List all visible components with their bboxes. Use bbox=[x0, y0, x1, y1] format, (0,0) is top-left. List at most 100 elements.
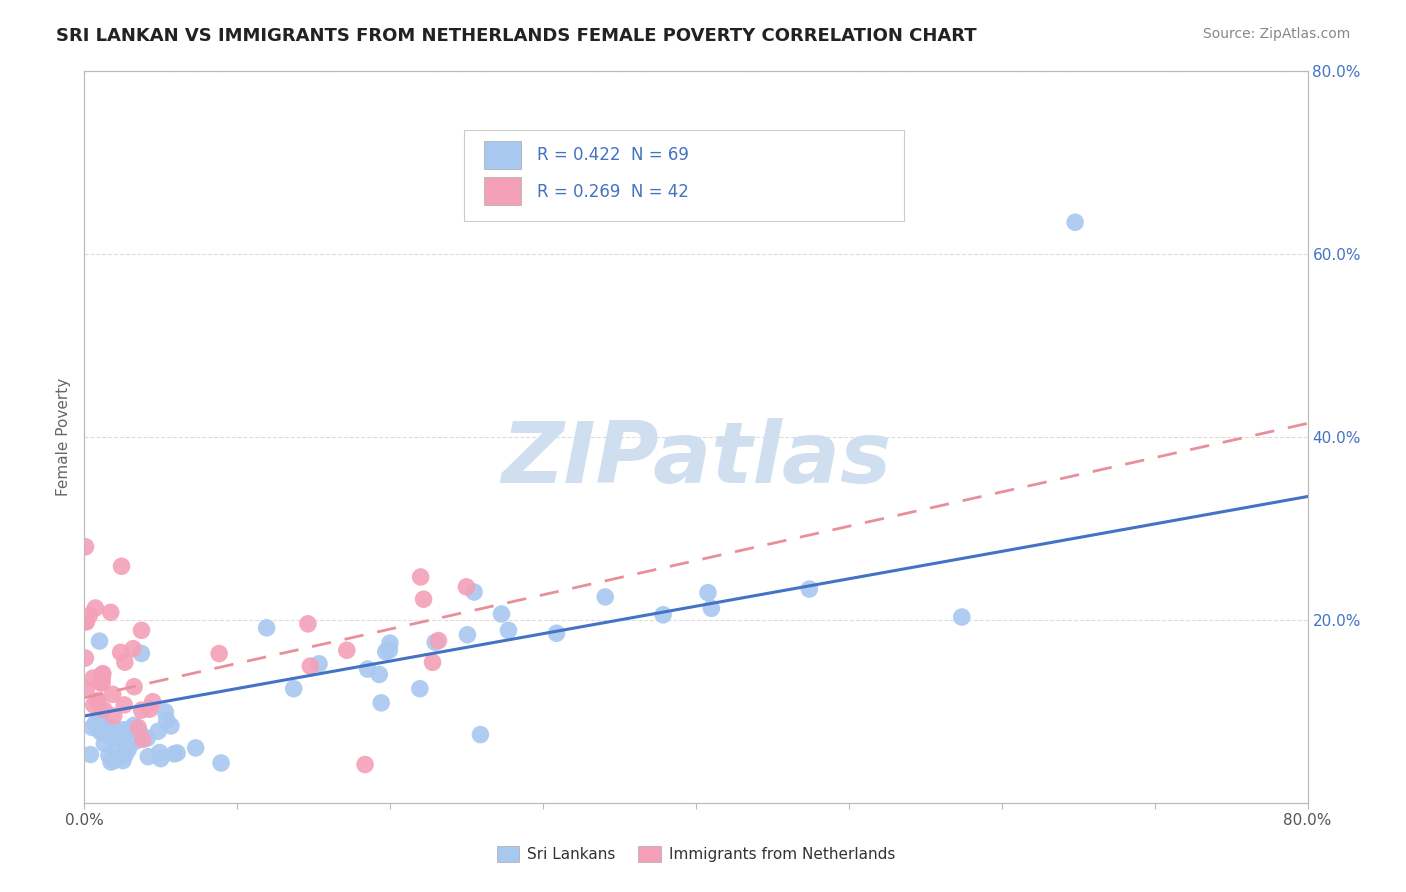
Text: R = 0.269  N = 42: R = 0.269 N = 42 bbox=[537, 183, 689, 201]
Point bbox=[124, 734, 146, 748]
Point bbox=[100, 726, 122, 740]
Point bbox=[90, 723, 112, 737]
Point bbox=[111, 754, 134, 768]
Point bbox=[93, 737, 115, 751]
Point bbox=[456, 628, 478, 642]
Point bbox=[166, 746, 188, 760]
Point bbox=[91, 672, 114, 686]
Point bbox=[697, 585, 720, 599]
Point bbox=[378, 636, 401, 650]
Point bbox=[111, 723, 134, 737]
Point bbox=[422, 655, 444, 669]
Point bbox=[146, 724, 169, 739]
Point bbox=[354, 757, 377, 772]
Point bbox=[593, 590, 616, 604]
Point bbox=[128, 725, 150, 739]
Point bbox=[1064, 215, 1087, 229]
Point bbox=[84, 601, 107, 615]
Point bbox=[491, 607, 513, 621]
Point bbox=[283, 681, 305, 696]
Point bbox=[91, 676, 114, 690]
Point bbox=[131, 624, 153, 638]
Point bbox=[91, 666, 114, 681]
Point bbox=[76, 615, 98, 629]
Point bbox=[799, 582, 821, 596]
Point bbox=[110, 559, 132, 574]
Point bbox=[148, 746, 170, 760]
Point bbox=[378, 643, 401, 657]
Point bbox=[470, 728, 492, 742]
Point bbox=[100, 605, 122, 619]
Point bbox=[336, 643, 359, 657]
Point bbox=[149, 751, 172, 765]
Point bbox=[700, 601, 723, 615]
Point bbox=[103, 709, 125, 723]
Point bbox=[209, 756, 232, 770]
Point bbox=[136, 749, 159, 764]
Point bbox=[142, 695, 165, 709]
Point bbox=[498, 624, 520, 638]
Point bbox=[86, 720, 108, 734]
Point bbox=[256, 621, 278, 635]
Point bbox=[114, 655, 136, 669]
Point bbox=[90, 725, 112, 739]
Point bbox=[652, 607, 675, 622]
Point bbox=[122, 641, 145, 656]
Point bbox=[93, 717, 115, 731]
Text: R = 0.422  N = 69: R = 0.422 N = 69 bbox=[537, 146, 689, 164]
Bar bbox=[484, 178, 522, 205]
Point bbox=[122, 680, 145, 694]
Point bbox=[156, 714, 179, 728]
Point bbox=[463, 585, 485, 599]
Point bbox=[100, 730, 122, 744]
Point bbox=[83, 698, 105, 712]
Point bbox=[117, 742, 139, 756]
Point bbox=[370, 696, 392, 710]
Point bbox=[138, 702, 160, 716]
Bar bbox=[484, 141, 522, 169]
Point bbox=[100, 755, 122, 769]
Point bbox=[100, 730, 122, 744]
Point bbox=[155, 705, 177, 719]
Point bbox=[132, 732, 155, 747]
Point bbox=[103, 752, 125, 766]
Point bbox=[160, 719, 183, 733]
Point bbox=[356, 662, 378, 676]
Point bbox=[87, 693, 110, 707]
Point bbox=[112, 698, 135, 712]
Legend: Sri Lankans, Immigrants from Netherlands: Sri Lankans, Immigrants from Netherlands bbox=[491, 840, 901, 868]
Point bbox=[163, 747, 186, 761]
Point bbox=[427, 633, 450, 648]
Point bbox=[86, 694, 108, 708]
Point bbox=[93, 702, 115, 716]
Point bbox=[546, 626, 568, 640]
Point bbox=[122, 718, 145, 732]
Y-axis label: Female Poverty: Female Poverty bbox=[56, 378, 72, 496]
Text: Source: ZipAtlas.com: Source: ZipAtlas.com bbox=[1202, 27, 1350, 41]
Point bbox=[89, 634, 111, 648]
Point bbox=[118, 722, 141, 736]
Point bbox=[114, 739, 136, 753]
Point bbox=[110, 645, 132, 659]
Point bbox=[90, 667, 112, 681]
Point bbox=[89, 709, 111, 723]
Point bbox=[75, 615, 97, 629]
Point bbox=[184, 740, 207, 755]
Point bbox=[114, 747, 136, 762]
Point bbox=[308, 657, 330, 671]
Point bbox=[297, 616, 319, 631]
Point bbox=[368, 667, 391, 681]
Point bbox=[127, 721, 149, 735]
Point bbox=[101, 687, 124, 701]
Point bbox=[82, 721, 104, 735]
Text: SRI LANKAN VS IMMIGRANTS FROM NETHERLANDS FEMALE POVERTY CORRELATION CHART: SRI LANKAN VS IMMIGRANTS FROM NETHERLAND… bbox=[56, 27, 977, 45]
Point bbox=[75, 540, 97, 554]
Point bbox=[950, 610, 973, 624]
Point bbox=[94, 722, 117, 736]
Point bbox=[89, 675, 111, 690]
Point bbox=[90, 705, 112, 719]
Point bbox=[75, 651, 97, 665]
Point bbox=[409, 681, 432, 696]
Point bbox=[82, 671, 104, 685]
Point bbox=[79, 608, 101, 623]
